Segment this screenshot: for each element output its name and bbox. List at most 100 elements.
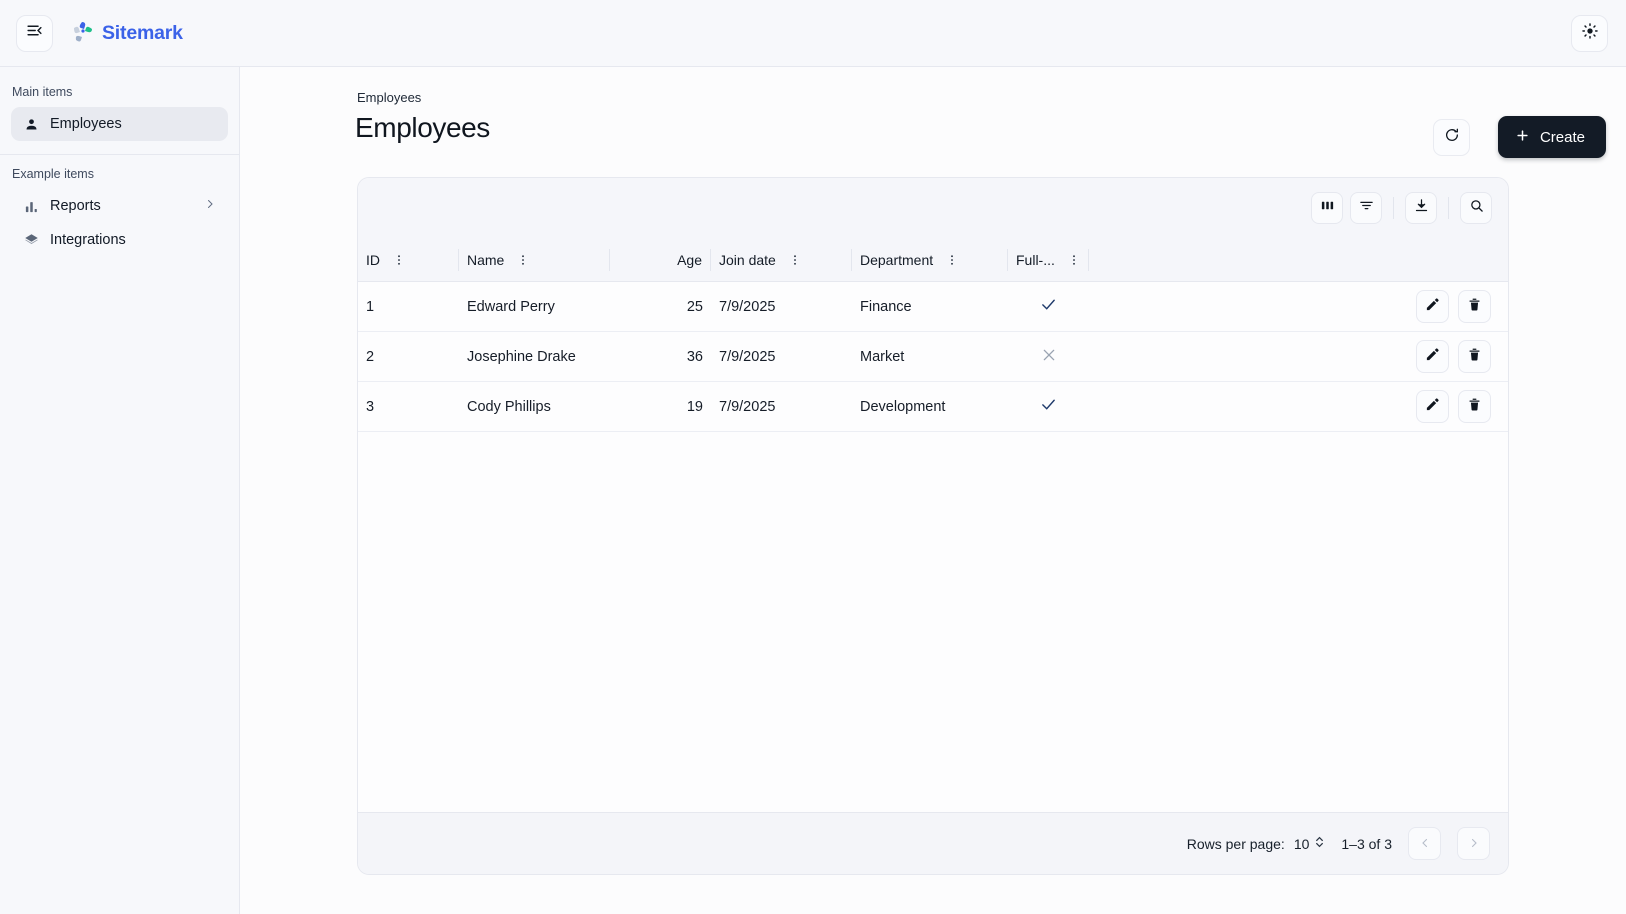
cell-text: 1 xyxy=(366,298,375,315)
column-resize-handle[interactable] xyxy=(609,248,610,271)
pencil-icon xyxy=(1425,347,1440,366)
cell-id: 3 xyxy=(358,382,459,431)
column-menu-icon[interactable] xyxy=(388,253,410,267)
cell-text: 25 xyxy=(686,298,703,315)
sidebar-item-label: Employees xyxy=(50,116,122,132)
chevron-right-icon xyxy=(204,198,216,214)
column-menu-icon[interactable] xyxy=(1063,253,1085,267)
columns-icon xyxy=(1320,198,1335,218)
brand[interactable]: Sitemark xyxy=(71,19,183,48)
edit-row-button[interactable] xyxy=(1416,390,1449,423)
create-button[interactable]: Create xyxy=(1497,116,1606,158)
column-header-label: ID xyxy=(366,251,380,268)
menu-collapse-button[interactable] xyxy=(16,14,53,52)
search-icon xyxy=(1469,198,1484,218)
table-row[interactable]: 2 Josephine Drake 36 7/9/2025 Market xyxy=(358,332,1508,382)
theme-toggle-button[interactable] xyxy=(1571,15,1608,52)
page-title: Employees xyxy=(355,112,490,143)
filter-button[interactable] xyxy=(1350,192,1382,224)
edit-row-button[interactable] xyxy=(1416,290,1449,323)
sidebar-item-integrations[interactable]: Integrations xyxy=(11,223,228,257)
check-icon xyxy=(1040,396,1057,417)
data-grid: ID Name Age Join date Department Full-... 1 Ed… xyxy=(357,177,1509,875)
sidebar: Main items Employees Example items Repor… xyxy=(0,67,240,914)
row-actions xyxy=(1416,290,1508,323)
grid-body: 1 Edward Perry 25 7/9/2025 Finance 2 Josephine… xyxy=(358,282,1508,812)
column-header-label: Age xyxy=(677,251,702,268)
cell-name: Josephine Drake xyxy=(459,332,610,381)
chevron-left-icon xyxy=(1419,836,1431,852)
cell-department: Finance xyxy=(852,282,1008,331)
create-button-label: Create xyxy=(1539,128,1585,146)
refresh-button[interactable] xyxy=(1433,119,1470,156)
column-menu-icon[interactable] xyxy=(512,253,534,267)
cell-name: Edward Perry xyxy=(459,282,610,331)
menu-collapse-icon xyxy=(26,22,43,44)
cell-text: 2 xyxy=(366,348,375,365)
layers-icon xyxy=(23,233,40,248)
breadcrumb: Employees xyxy=(357,90,422,105)
column-resize-handle[interactable] xyxy=(458,248,459,271)
cell-join-date: 7/9/2025 xyxy=(711,382,852,431)
cell-text: Finance xyxy=(860,298,912,315)
brand-name: Sitemark xyxy=(102,21,183,44)
prev-page-button[interactable] xyxy=(1408,827,1441,860)
cell-full-time xyxy=(1008,382,1089,431)
cell-age: 19 xyxy=(610,382,711,431)
table-row[interactable]: 1 Edward Perry 25 7/9/2025 Finance xyxy=(358,282,1508,332)
edit-row-button[interactable] xyxy=(1416,340,1449,373)
cell-text: Market xyxy=(860,348,905,365)
column-header-department[interactable]: Department xyxy=(852,238,1007,281)
rows-per-page-select[interactable]: 10 xyxy=(1294,834,1326,853)
cell-text: 7/9/2025 xyxy=(719,348,776,365)
column-header-name[interactable]: Name xyxy=(459,238,609,281)
pencil-icon xyxy=(1425,397,1440,416)
cell-text: 36 xyxy=(686,348,703,365)
trash-icon xyxy=(1467,397,1482,416)
check-icon xyxy=(1040,296,1057,317)
cell-full-time xyxy=(1008,282,1089,331)
refresh-icon xyxy=(1444,127,1460,148)
main-content: Employees Employees Create xyxy=(240,67,1626,914)
sidebar-item-label: Integrations xyxy=(50,232,126,248)
cell-department: Market xyxy=(852,332,1008,381)
column-header-full[interactable]: Full-... xyxy=(1008,238,1088,281)
delete-row-button[interactable] xyxy=(1458,390,1491,423)
column-resize-handle[interactable] xyxy=(851,248,852,271)
next-page-button[interactable] xyxy=(1457,827,1490,860)
filter-icon xyxy=(1359,198,1374,218)
sidebar-item-employees[interactable]: Employees xyxy=(11,107,228,141)
trash-icon xyxy=(1467,347,1482,366)
column-header-id[interactable]: ID xyxy=(358,238,458,281)
column-menu-icon[interactable] xyxy=(784,253,806,267)
bar-chart-icon xyxy=(23,199,40,214)
pagination-range: 1–3 of 3 xyxy=(1341,835,1392,852)
cell-age: 25 xyxy=(610,282,711,331)
top-bar: Sitemark xyxy=(0,0,1626,67)
column-resize-handle[interactable] xyxy=(710,248,711,271)
delete-row-button[interactable] xyxy=(1458,340,1491,373)
sidebar-item-reports[interactable]: Reports xyxy=(11,189,228,223)
export-button[interactable] xyxy=(1405,192,1437,224)
delete-row-button[interactable] xyxy=(1458,290,1491,323)
columns-button[interactable] xyxy=(1311,192,1343,224)
cross-icon xyxy=(1041,347,1057,367)
column-header-join-date[interactable]: Join date xyxy=(711,238,851,281)
table-row[interactable]: 3 Cody Phillips 19 7/9/2025 Development xyxy=(358,382,1508,432)
column-resize-handle[interactable] xyxy=(1007,248,1008,271)
search-button[interactable] xyxy=(1460,192,1492,224)
sidebar-section-label-example: Example items xyxy=(12,167,94,181)
rows-per-page: Rows per page: 10 xyxy=(1187,834,1326,853)
grid-toolbar xyxy=(358,178,1508,238)
column-header-age[interactable]: Age xyxy=(610,238,710,281)
trash-icon xyxy=(1467,297,1482,316)
cell-name: Cody Phillips xyxy=(459,382,610,431)
cell-text: Cody Phillips xyxy=(467,398,551,415)
cell-join-date: 7/9/2025 xyxy=(711,332,852,381)
cell-text: Edward Perry xyxy=(467,298,555,315)
plus-icon xyxy=(1515,128,1530,147)
column-resize-handle[interactable] xyxy=(1088,248,1089,271)
column-menu-icon[interactable] xyxy=(941,253,963,267)
rows-per-page-label: Rows per page: xyxy=(1186,835,1285,852)
download-icon xyxy=(1414,198,1429,218)
